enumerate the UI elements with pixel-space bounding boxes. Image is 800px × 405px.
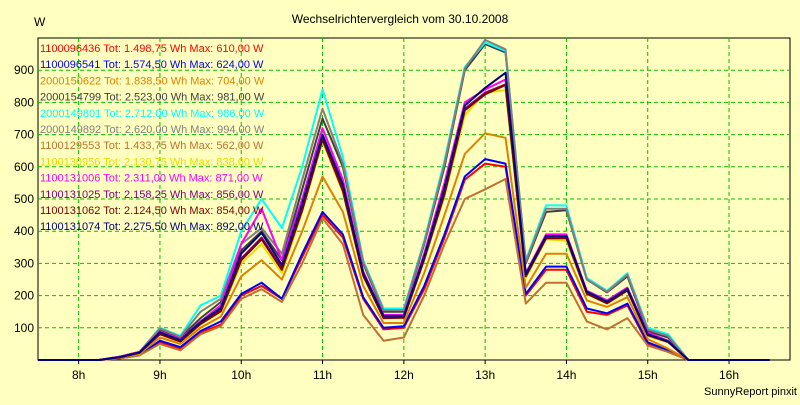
y-tick-label: 300 [14,256,34,270]
legend-entry-10: 1100131062 Tot: 2.124,50 Wh Max: 854,00 … [40,205,264,217]
series-line-11 [38,71,770,361]
x-tick-label: 11h [313,368,332,382]
x-tick-label: 9h [153,368,166,382]
x-tick-label: 16h [719,368,739,382]
x-tick-label: 15h [638,368,658,382]
legend-entry-6: 1100129553 Tot: 1.433,75 Wh Max: 562,00 … [40,140,264,152]
footer-credit: SunnyReport pinxit [704,386,797,398]
y-tick-label: 100 [14,321,34,335]
legend-entry-9: 1100131025 Tot: 2.158,25 Wh Max: 856,00 … [40,189,264,201]
x-tick-label: 14h [556,368,576,382]
y-tick-label: 800 [14,95,34,109]
y-axis-unit-label: W [34,15,46,29]
legend: 1100096436 Tot: 1.498,75 Wh Max: 610,00 … [40,43,265,233]
y-tick-label: 600 [14,160,34,174]
series-line-1 [38,158,770,361]
series-line-2 [38,132,770,361]
legend-entry-2: 2000150622 Tot: 1.838,50 Wh Max: 704,00 … [40,75,265,87]
y-tick-label: 900 [14,63,34,77]
legend-entry-7: 1100130956 Tot: 2.130,75 Wh Max: 838,00 … [40,156,264,168]
legend-entry-0: 1100096436 Tot: 1.498,75 Wh Max: 610,00 … [40,43,264,55]
x-tick-label: 13h [475,368,495,382]
legend-entry-11: 1100131074 Tot: 2.275,50 Wh Max: 892,00 … [40,221,264,233]
legend-entry-8: 1100131006 Tot: 2.311,00 Wh Max: 871,00 … [40,173,263,185]
legend-entry-5: 2000149892 Tot: 2.620,00 Wh Max: 994,00 … [40,124,265,136]
x-tick-label: 12h [394,368,414,382]
y-tick-label: 400 [14,224,34,238]
legend-entry-3: 2000154799 Tot: 2.523,00 Wh Max: 981,00 … [40,92,265,104]
y-tick-label: 200 [14,289,34,303]
series-line-5 [38,38,770,361]
y-tick-label: 500 [14,192,34,206]
legend-entry-1: 1100096541 Tot: 1.574,50 Wh Max: 624,00 … [40,59,264,71]
chart-title: Wechselrichtervergleich vom 30.10.2008 [292,12,509,26]
y-tick-label: 700 [14,128,34,142]
legend-entry-4: 2000149801 Tot: 2.712,00 Wh Max: 986,00 … [40,108,265,120]
series-line-6 [38,178,770,361]
axis-ticks: 100 200 300 400 500 600 700 800 900 8h 9h 10h 11h 12h… [14,63,739,382]
grid [38,38,790,360]
x-tick-label: 10h [231,368,251,382]
x-tick-label: 8h [72,368,85,382]
series-lines [38,38,770,361]
